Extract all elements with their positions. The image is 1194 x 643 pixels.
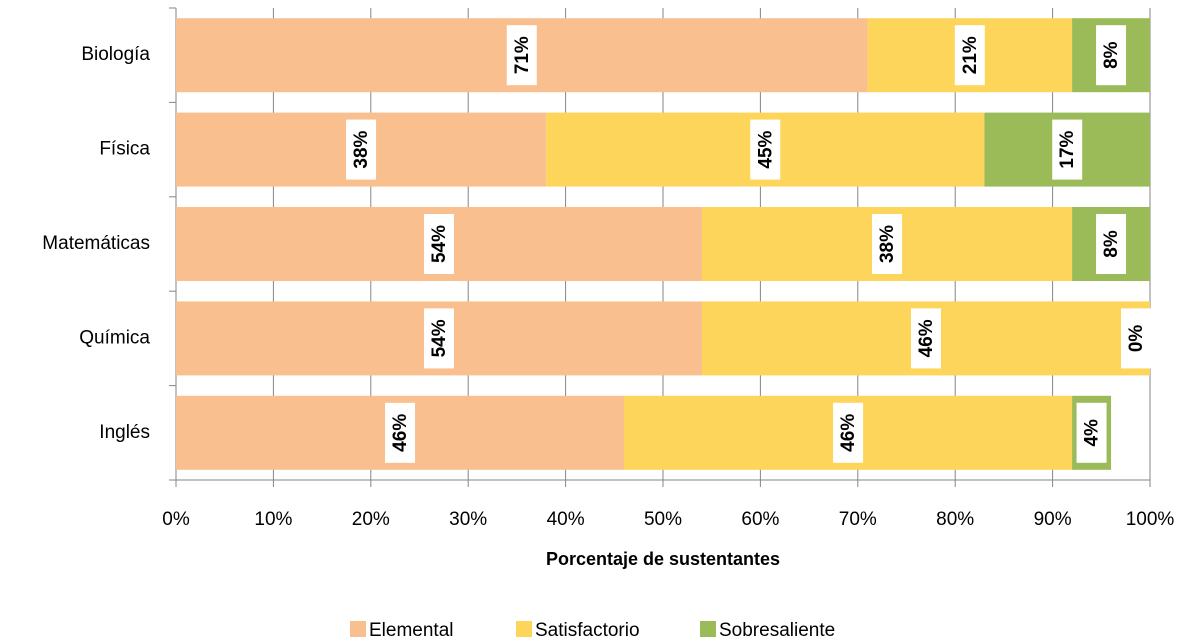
data-label-text: 38% [351,130,372,168]
data-label-box [1096,214,1127,274]
data-label-text: 45% [755,130,776,168]
data-label: 0% [1121,308,1151,369]
data-label: 46% [910,308,941,369]
data-label: 38% [346,119,377,180]
x-tick-label: 40% [547,509,585,530]
y-tick-label: Física [99,139,150,160]
data-label-box [872,214,903,274]
x-axis-title: Porcentaje de sustentantes [546,549,780,569]
data-label-box [833,402,864,463]
x-tick-label: 100% [1126,509,1175,530]
data-label-text: 46% [916,319,937,357]
data-label-box [750,119,781,180]
data-label-text: 0% [1126,325,1147,353]
x-tick-label: 10% [254,509,292,530]
legend-label: Sobresaliente [719,620,835,641]
data-label-box [346,119,377,180]
x-tick-label: 20% [352,509,390,530]
data-label-box [385,402,416,463]
x-tick-label: 70% [839,509,877,530]
legend-label: Elemental [369,620,454,641]
data-label-text: 46% [838,414,859,452]
data-label-text: 38% [877,225,898,263]
data-label: 71% [506,25,537,86]
x-tick-label: 0% [162,509,190,530]
legend-swatch [516,621,532,637]
data-label-text: 4% [1082,419,1103,447]
data-label: 54% [423,214,454,274]
data-label-text: 8% [1101,41,1122,69]
data-label-text: 21% [960,36,981,74]
legend-swatch [700,621,716,637]
data-label: 46% [385,402,416,463]
data-label-text: 71% [512,36,533,74]
x-tick-label: 90% [1034,509,1072,530]
data-label-box [1076,402,1107,463]
data-label: 4% [1076,402,1107,463]
data-label-text: 8% [1101,230,1122,258]
y-tick-label: Inglés [99,422,150,443]
data-label-box [423,214,454,274]
x-tick-label: 80% [936,509,974,530]
data-label-box [423,308,454,369]
data-label-text: 46% [390,414,411,452]
data-label: 8% [1096,214,1127,274]
data-label: 21% [954,25,985,86]
data-label: 45% [750,119,781,180]
x-tick-label: 60% [741,509,779,530]
data-label: 17% [1052,119,1083,180]
y-tick-label: Química [79,327,150,348]
data-label: 54% [423,308,454,369]
legend-label: Satisfactorio [535,620,640,641]
data-label-box [1096,25,1127,86]
data-label: 38% [872,214,903,274]
data-label-text: 17% [1057,130,1078,168]
x-tick-label: 50% [644,509,682,530]
data-label-box [954,25,985,86]
data-label-box [1052,119,1083,180]
y-tick-label: Matemáticas [42,233,150,254]
data-label-text: 54% [429,225,450,263]
legend-swatch [350,621,366,637]
y-tick-label: Biología [81,44,150,65]
data-label-box [506,25,537,86]
data-label: 46% [833,402,864,463]
data-label-text: 54% [429,319,450,357]
data-label-box [910,308,941,369]
x-tick-label: 30% [449,509,487,530]
data-label-box [1121,308,1151,369]
data-label: 8% [1096,25,1127,86]
